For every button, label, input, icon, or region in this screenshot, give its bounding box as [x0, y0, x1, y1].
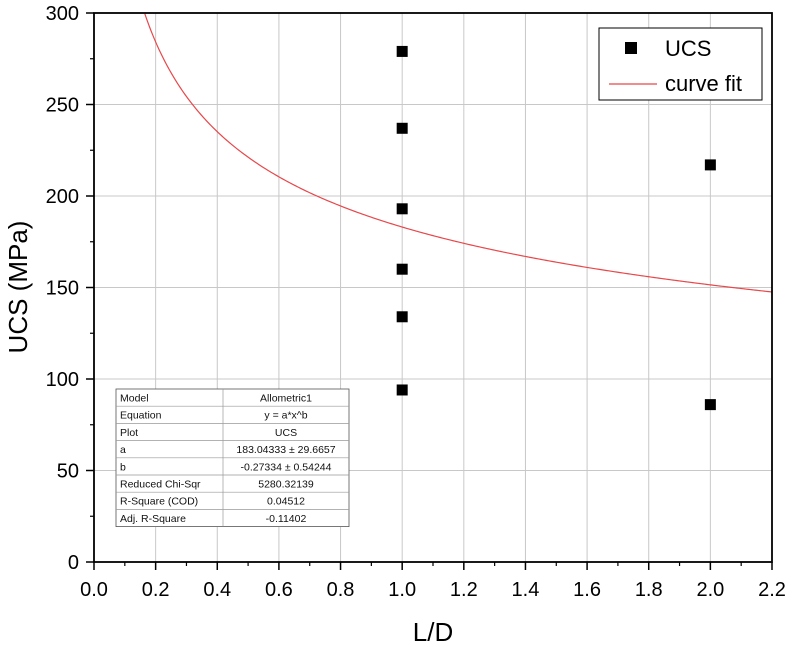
stats-value: UCS — [275, 427, 297, 439]
data-points — [396, 45, 716, 411]
x-tick-label: 0.6 — [265, 579, 293, 601]
x-tick-label: 0.0 — [80, 579, 108, 601]
y-tick-label: 100 — [46, 369, 79, 391]
legend: UCS curve fit — [598, 27, 763, 101]
x-tick-label: 1.2 — [450, 579, 478, 601]
legend-curve-fit-label: curve fit — [665, 71, 742, 96]
ucs-data-point — [396, 203, 408, 215]
ucs-data-point — [704, 159, 716, 171]
stats-value: Allometric1 — [260, 393, 312, 405]
ucs-data-point — [396, 122, 408, 134]
y-tick-label: 300 — [46, 3, 79, 25]
stats-value: -0.11402 — [266, 513, 307, 525]
legend-ucs-label: UCS — [665, 36, 711, 61]
ucs-data-point — [396, 384, 408, 396]
x-tick-label: 1.4 — [512, 579, 540, 601]
stats-value: 5280.32139 — [258, 479, 314, 491]
y-axis-title: UCS (MPa) — [3, 221, 33, 354]
ucs-data-point — [704, 399, 716, 411]
stats-value: 0.04512 — [267, 496, 305, 508]
stats-label: Reduced Chi-Sqr — [120, 479, 201, 491]
stats-label: b — [120, 461, 126, 473]
x-tick-label: 2.2 — [758, 579, 786, 601]
ucs-data-point — [396, 45, 408, 57]
stats-value: y = a*x^b — [264, 410, 307, 422]
stats-label: Plot — [120, 427, 138, 439]
x-tick-label: 2.0 — [696, 579, 724, 601]
x-tick-label: 1.0 — [388, 579, 416, 601]
stats-label: a — [120, 444, 126, 456]
y-tick-label: 150 — [46, 278, 79, 300]
x-tick-label: 1.8 — [635, 579, 663, 601]
x-tick-label: 1.6 — [573, 579, 601, 601]
y-tick-label: 250 — [46, 95, 79, 117]
y-tick-label: 0 — [68, 552, 79, 574]
legend-box — [598, 27, 763, 101]
fit-curve-layer — [144, 13, 773, 293]
stats-value: 183.04333 ± 29.6657 — [236, 444, 335, 456]
y-tick-label: 50 — [57, 461, 79, 483]
fit-stats-table: Model Allometric1 Equation y = a*x^b Plot UCS… — [115, 388, 350, 528]
x-axis-title: L/D — [413, 617, 453, 647]
ucs-data-point — [396, 263, 408, 275]
curve-fit-line — [144, 13, 773, 293]
axis-ticks: 0.0 0.2 0.4 0.6 0.8 1.0 1.2 1.4 1.6 1.8 2.0 2.2 0 50 1… — [46, 3, 786, 601]
x-tick-label: 0.4 — [203, 579, 231, 601]
x-tick-label: 0.2 — [142, 579, 170, 601]
stats-label: R-Square (COD) — [120, 496, 198, 508]
grid — [94, 13, 772, 562]
stats-value: -0.27334 ± 0.54244 — [240, 461, 331, 473]
y-tick-label: 200 — [46, 186, 79, 208]
legend-ucs-marker — [625, 42, 637, 54]
stats-label: Adj. R-Square — [120, 513, 186, 525]
stats-label: Model — [120, 393, 149, 405]
stats-label: Equation — [120, 410, 162, 422]
x-tick-label: 0.8 — [327, 579, 355, 601]
ucs-data-point — [396, 311, 408, 323]
